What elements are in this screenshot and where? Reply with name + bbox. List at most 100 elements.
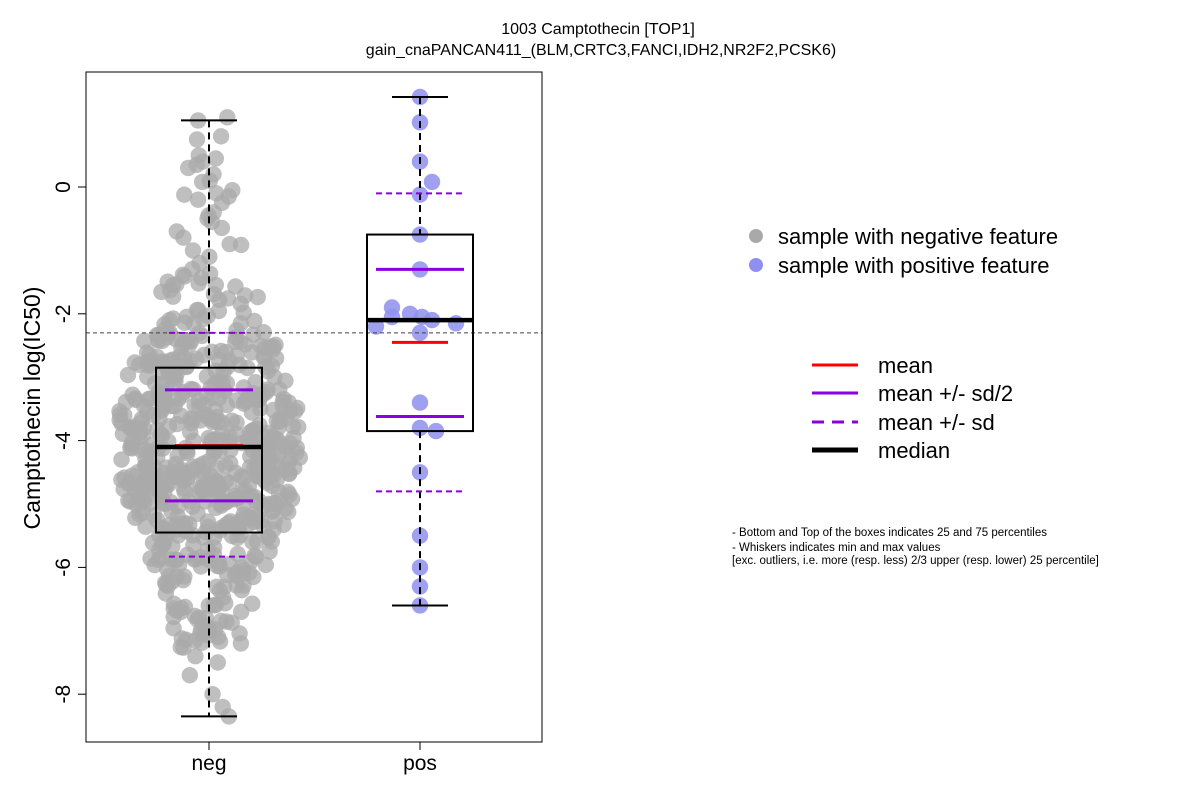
legend-line-label: median (878, 438, 950, 463)
neg-point (251, 493, 268, 510)
neg-point (126, 418, 143, 435)
neg-point (182, 423, 199, 441)
pos-point (423, 173, 441, 191)
neg-point (184, 458, 202, 476)
neg-point (168, 602, 185, 619)
legend-point-marker (749, 229, 763, 243)
neg-point (252, 512, 269, 530)
neg-point (210, 390, 228, 407)
neg-point (281, 464, 298, 482)
neg-point (228, 425, 245, 443)
neg-point (227, 278, 244, 295)
neg-point (175, 229, 192, 246)
neg-point (218, 613, 235, 630)
neg-point (291, 449, 308, 466)
pos-point (411, 527, 429, 544)
neg-point (176, 186, 193, 203)
neg-point (210, 555, 228, 572)
neg-point (173, 407, 190, 424)
neg-point (127, 509, 144, 526)
chart-title: 1003 Camptothecin [TOP1] (501, 21, 695, 38)
neg-point (259, 466, 276, 483)
neg-point (209, 654, 226, 671)
neg-point (120, 492, 137, 509)
neg-point (228, 322, 245, 339)
notes: - Bottom and Top of the boxes indicates … (732, 527, 1099, 567)
box-plots (86, 95, 542, 718)
neg-point (280, 503, 297, 521)
neg-point (232, 635, 250, 652)
pos-point (411, 324, 429, 341)
legend-line-label: mean (878, 353, 933, 378)
neg-point (149, 348, 166, 366)
neg-point (204, 686, 221, 703)
neg-point (203, 213, 221, 231)
neg-point (242, 430, 260, 447)
neg-point (153, 427, 171, 444)
neg-point (159, 273, 176, 290)
neg-point (151, 527, 168, 544)
x-tick-label: neg (191, 752, 226, 775)
neg-point (113, 451, 130, 468)
neg-point (133, 477, 150, 495)
y-tick-label: -6 (52, 558, 75, 577)
neg-point (246, 312, 263, 330)
legend-point-marker (749, 258, 763, 272)
neg-point (270, 419, 287, 436)
pos-point (411, 578, 429, 595)
neg-point (189, 191, 207, 208)
neg-point (148, 326, 166, 344)
pos-point (367, 318, 385, 335)
neg-point (186, 397, 203, 414)
neg-point (142, 550, 159, 567)
y-tick-label: -8 (52, 685, 75, 704)
neg-point (188, 131, 206, 148)
neg-point (154, 400, 171, 418)
neg-point (244, 595, 261, 612)
neg-point (287, 403, 304, 420)
neg-point (180, 159, 197, 177)
neg-point (111, 406, 129, 423)
neg-point (126, 354, 143, 371)
neg-point (249, 288, 266, 306)
neg-point (208, 409, 225, 426)
neg-point (284, 418, 302, 435)
neg-point (235, 379, 252, 396)
neg-point (184, 242, 202, 259)
note-line: - Whiskers indicates min and max values (732, 542, 941, 554)
neg-point (255, 324, 272, 341)
neg-point (202, 467, 219, 485)
pos-point (411, 394, 429, 411)
neg-point (192, 558, 210, 575)
neg-point (196, 623, 214, 640)
neg-point (259, 363, 277, 380)
neg-point (222, 513, 239, 530)
y-tick-label: -4 (52, 431, 75, 450)
neg-point (212, 128, 230, 145)
y-tick-label: 0 (52, 181, 75, 193)
neg-point (256, 348, 273, 366)
neg-point (274, 393, 291, 411)
legend-point-label: sample with negative feature (778, 224, 1058, 249)
neg-point (177, 631, 195, 648)
pos-box (366, 233, 474, 433)
neg-point (260, 528, 277, 545)
neg-point (281, 434, 298, 452)
chart-subtitle: gain_cnaPANCAN411_(BLM,CRTC3,FANCI,IDH2,… (366, 42, 836, 59)
pos-point (383, 308, 401, 326)
neg-point (141, 495, 158, 512)
neg-point (207, 362, 224, 380)
neg-point (171, 463, 188, 480)
neg-point (146, 458, 163, 476)
neg-point (207, 150, 224, 167)
neg-point (192, 412, 209, 429)
neg-point (244, 533, 261, 550)
neg-point (176, 314, 193, 331)
plot-frame (85, 71, 543, 743)
neg-point (191, 254, 208, 272)
neg-point (199, 541, 216, 558)
neg-point (281, 486, 298, 503)
neg-point (219, 109, 236, 126)
neg-point (161, 567, 178, 585)
